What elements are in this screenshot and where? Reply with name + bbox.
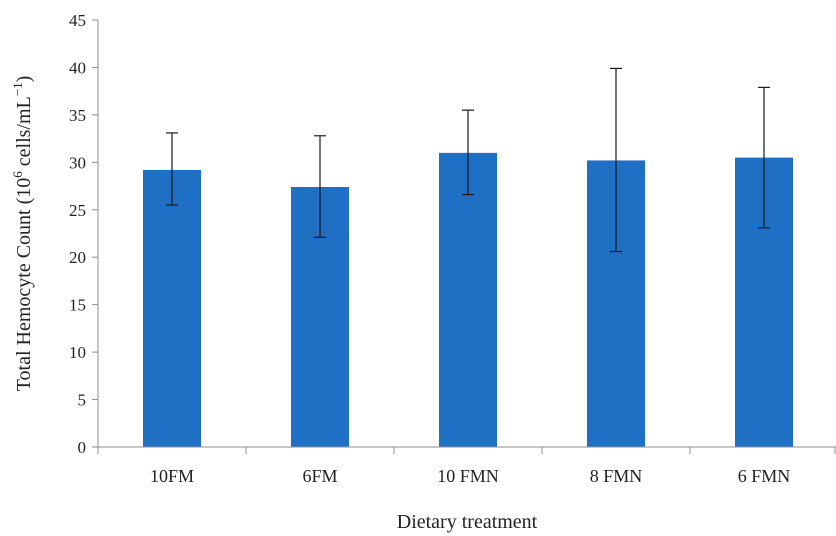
- error-bars: [166, 67, 770, 253]
- bar-10fmn: [439, 152, 497, 447]
- y-tick-label: 35: [69, 106, 86, 125]
- y-axis-title-sup1: 6: [10, 171, 25, 178]
- x-category-label: 6FM: [302, 466, 337, 486]
- x-category-label: 6 FMN: [738, 466, 791, 486]
- y-axis-title-main: Total Hemocyte Count (10: [13, 178, 35, 392]
- y-tick-label: 30: [69, 153, 86, 172]
- y-axis-ticks: 0 5 10 15 20 25 30 35 40 45: [69, 11, 98, 457]
- y-axis-title-end: ): [13, 76, 35, 83]
- x-axis-ticks: 10FM 6FM 10 FMN 8 FMN 6 FMN: [97, 447, 836, 486]
- y-tick-label: 15: [69, 296, 86, 315]
- y-tick-label: 45: [69, 11, 86, 30]
- x-axis-title: Dietary treatment: [397, 511, 538, 533]
- bars: [143, 152, 793, 448]
- x-category-label: 10FM: [150, 466, 194, 486]
- y-axis-title-mid: cells/mL: [13, 96, 35, 171]
- y-axis-title: Total Hemocyte Count (106 cells/mL−1): [10, 76, 35, 392]
- x-category-label: 8 FMN: [590, 466, 643, 486]
- y-tick-label: 20: [69, 248, 86, 267]
- bar-10fm: [143, 169, 201, 447]
- y-tick-label: 10: [69, 343, 86, 362]
- x-category-label: 10 FMN: [437, 466, 499, 486]
- y-tick-label: 5: [78, 391, 87, 410]
- y-tick-label: 25: [69, 201, 86, 220]
- y-tick-label: 0: [78, 438, 87, 457]
- y-tick-label: 40: [69, 58, 86, 77]
- y-axis-title-sup2: −1: [10, 82, 25, 96]
